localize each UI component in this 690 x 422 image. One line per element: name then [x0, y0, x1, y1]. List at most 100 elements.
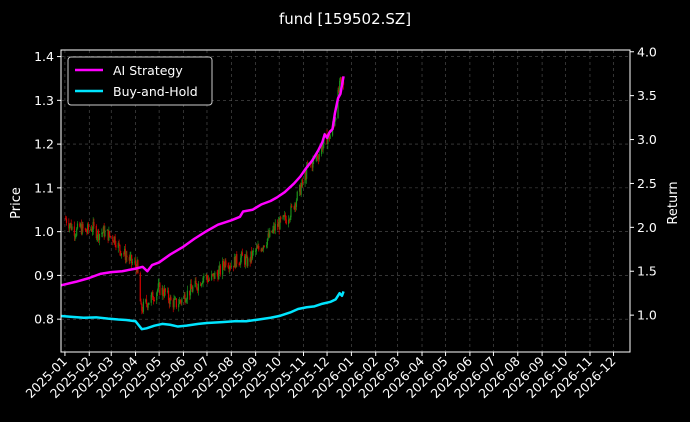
candle-body	[283, 215, 285, 217]
candle-body	[134, 261, 136, 263]
candle-body	[293, 206, 295, 210]
candle-body	[152, 292, 154, 300]
y-tick-label-right: 2.0	[637, 220, 657, 235]
candle-body	[222, 261, 225, 266]
candle-body	[318, 154, 320, 160]
y-tick-label-right: 3.0	[637, 132, 657, 147]
candle-body	[315, 157, 317, 160]
series-line-buy-and-hold	[60, 290, 345, 331]
y-tick-label-left: 0.8	[34, 312, 54, 327]
candle-body	[70, 223, 72, 230]
candle-body	[291, 205, 293, 207]
candle-body	[278, 222, 280, 230]
y-tick-label-left: 1.2	[34, 137, 54, 152]
candle-body	[305, 172, 307, 179]
candle-body	[101, 233, 103, 235]
candle-body	[234, 257, 236, 268]
candle-body	[244, 257, 247, 265]
candle-body	[124, 248, 126, 260]
candle-body	[175, 298, 177, 308]
candle-body	[76, 223, 79, 229]
candle-body	[191, 288, 193, 292]
candle-body	[262, 245, 265, 249]
y-tick-label-right: 4.0	[637, 44, 657, 59]
candle-body	[339, 80, 341, 92]
candle-body	[255, 250, 257, 252]
candle-body	[240, 257, 242, 265]
candle-body	[123, 248, 126, 255]
candle-body	[196, 283, 198, 289]
candle-body	[334, 120, 336, 126]
candle-body	[117, 242, 119, 248]
y-axis-label-right: Return	[666, 181, 681, 224]
candle-body	[142, 301, 145, 312]
candle-body	[277, 223, 279, 227]
candle-body	[335, 117, 337, 121]
candle-body	[339, 77, 341, 81]
candle-body	[98, 230, 100, 241]
candle-body	[249, 258, 251, 262]
candle-body	[233, 257, 236, 268]
candle-body	[192, 286, 194, 292]
candle-body	[218, 265, 221, 270]
candle-body	[85, 229, 87, 232]
candle-body	[285, 219, 287, 224]
candle-body	[202, 277, 204, 283]
candle-body	[97, 230, 99, 237]
candle-body	[229, 266, 231, 270]
candle-body	[295, 203, 297, 207]
candle-body	[207, 279, 210, 282]
candle-body	[134, 261, 137, 267]
y-tick-label-right: 2.5	[637, 176, 657, 191]
candle-body	[296, 191, 298, 201]
candle-layer	[65, 76, 345, 315]
candle-body	[91, 228, 93, 232]
legend: AI Strategy Buy-and-Hold	[67, 56, 213, 106]
candle-body	[131, 254, 133, 264]
candle-body	[108, 231, 110, 241]
candle-body	[244, 255, 246, 265]
candle-body	[214, 272, 216, 279]
candle-body	[317, 158, 320, 160]
candle-body	[145, 299, 147, 302]
candle-body	[321, 145, 323, 150]
candle-body	[140, 301, 142, 305]
candle-body	[170, 297, 172, 301]
candle-body	[120, 250, 122, 256]
candle-body	[290, 205, 292, 218]
candle-body	[282, 215, 284, 220]
plot-frame	[60, 49, 631, 353]
candle-body	[216, 272, 218, 274]
y-tick-label-left: 1.0	[34, 224, 54, 239]
candle-body	[92, 222, 94, 231]
candle-body	[230, 265, 232, 268]
candle-body	[327, 137, 329, 145]
candle-body	[109, 236, 112, 238]
candle-body	[69, 223, 72, 226]
candle-body	[272, 229, 274, 233]
candle-body	[217, 273, 219, 280]
candle-body	[71, 226, 73, 230]
legend-label-buy-and-hold: Buy-and-Hold	[113, 84, 198, 99]
candle-body	[65, 218, 67, 220]
candle-body	[118, 242, 120, 245]
candle-body	[299, 184, 301, 195]
candle-body	[156, 289, 159, 293]
candle-body	[91, 230, 93, 232]
candle-body	[251, 251, 253, 259]
candle-body	[114, 236, 116, 245]
candle-body	[239, 264, 241, 266]
legend-box	[67, 56, 213, 106]
candle-body	[126, 255, 128, 258]
y-tick-label-left: 1.3	[34, 93, 54, 108]
candle-body	[213, 273, 215, 279]
candle-body	[158, 283, 160, 285]
legend-label-ai-strategy: AI Strategy	[113, 63, 183, 78]
candle-body	[151, 292, 153, 295]
candle-body	[273, 225, 276, 231]
candle-body	[180, 301, 182, 303]
candle-body	[90, 228, 92, 230]
candle-body	[262, 248, 264, 250]
